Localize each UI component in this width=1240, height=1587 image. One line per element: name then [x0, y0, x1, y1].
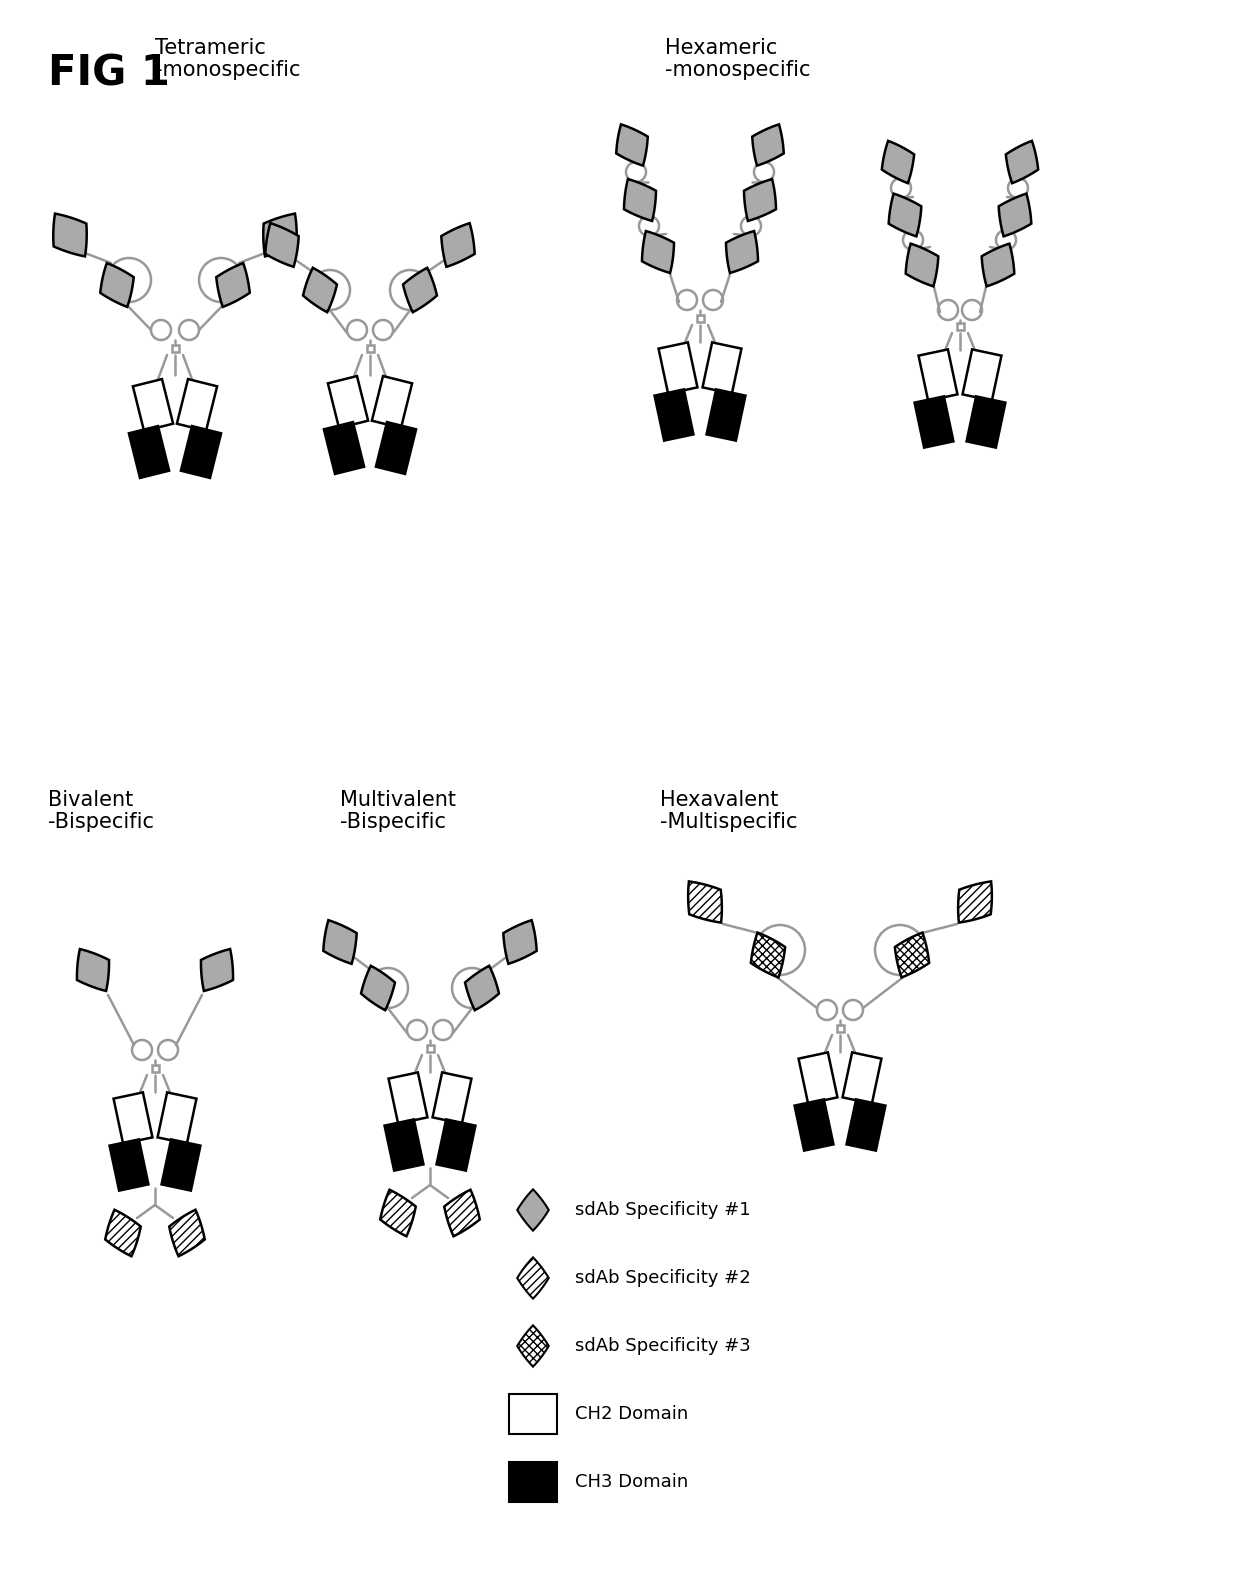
Polygon shape	[129, 425, 169, 478]
Polygon shape	[105, 1209, 141, 1257]
Bar	[151, 1065, 159, 1071]
Polygon shape	[517, 1325, 549, 1366]
Polygon shape	[444, 1190, 480, 1236]
Bar	[367, 344, 373, 351]
Text: CH2 Domain: CH2 Domain	[575, 1404, 688, 1424]
Polygon shape	[441, 224, 475, 267]
Polygon shape	[157, 1092, 196, 1144]
Text: -monospecific: -monospecific	[155, 60, 300, 79]
Polygon shape	[624, 179, 656, 221]
Polygon shape	[161, 1139, 201, 1190]
Polygon shape	[201, 949, 233, 990]
Polygon shape	[1006, 141, 1038, 183]
Polygon shape	[265, 224, 299, 267]
Text: Hexameric: Hexameric	[665, 38, 777, 59]
Bar	[956, 322, 963, 330]
Polygon shape	[842, 1052, 882, 1103]
Polygon shape	[688, 881, 722, 922]
Polygon shape	[361, 966, 396, 1011]
Polygon shape	[324, 920, 357, 963]
Polygon shape	[707, 389, 745, 441]
Polygon shape	[795, 1100, 833, 1151]
Text: -Multispecific: -Multispecific	[660, 813, 797, 832]
Text: -Bispecific: -Bispecific	[340, 813, 446, 832]
Polygon shape	[616, 124, 647, 165]
Polygon shape	[216, 263, 249, 306]
Polygon shape	[109, 1139, 149, 1190]
Polygon shape	[465, 966, 498, 1011]
Text: Hexavalent: Hexavalent	[660, 790, 779, 809]
Polygon shape	[753, 124, 784, 165]
Polygon shape	[889, 194, 921, 236]
Polygon shape	[436, 1119, 475, 1171]
Polygon shape	[181, 425, 221, 478]
Polygon shape	[642, 232, 675, 273]
Text: Tetrameric: Tetrameric	[155, 38, 265, 59]
Polygon shape	[847, 1100, 885, 1151]
Polygon shape	[177, 379, 217, 432]
Text: FIG 1: FIG 1	[48, 52, 170, 94]
Text: -Bispecific: -Bispecific	[48, 813, 154, 832]
Polygon shape	[959, 881, 992, 922]
Bar	[171, 344, 179, 351]
Polygon shape	[751, 933, 785, 978]
Polygon shape	[517, 1189, 549, 1230]
Bar	[697, 314, 703, 322]
Bar	[508, 1393, 557, 1435]
Polygon shape	[388, 1073, 428, 1124]
Polygon shape	[966, 397, 1006, 448]
Text: Bivalent: Bivalent	[48, 790, 133, 809]
Bar	[837, 1025, 843, 1032]
Polygon shape	[882, 141, 914, 183]
Polygon shape	[655, 389, 693, 441]
Polygon shape	[133, 379, 174, 432]
Polygon shape	[53, 214, 87, 257]
Polygon shape	[799, 1052, 837, 1103]
Polygon shape	[703, 343, 742, 394]
Polygon shape	[100, 263, 134, 306]
Polygon shape	[372, 376, 412, 428]
Polygon shape	[982, 244, 1014, 286]
Polygon shape	[658, 343, 697, 394]
Text: sdAb Specificity #3: sdAb Specificity #3	[575, 1336, 750, 1355]
Polygon shape	[915, 397, 954, 448]
Polygon shape	[303, 268, 337, 313]
Text: sdAb Specificity #1: sdAb Specificity #1	[575, 1201, 750, 1219]
Polygon shape	[517, 1257, 549, 1298]
Polygon shape	[403, 268, 436, 313]
Text: Multivalent: Multivalent	[340, 790, 456, 809]
Polygon shape	[263, 214, 296, 257]
Polygon shape	[895, 933, 929, 978]
Polygon shape	[503, 920, 537, 963]
Polygon shape	[433, 1073, 471, 1124]
Polygon shape	[384, 1119, 423, 1171]
Polygon shape	[169, 1209, 205, 1257]
Polygon shape	[919, 349, 957, 400]
Bar	[508, 1462, 557, 1501]
Polygon shape	[725, 232, 758, 273]
Bar	[427, 1044, 434, 1052]
Polygon shape	[77, 949, 109, 990]
Polygon shape	[114, 1092, 153, 1144]
Text: -monospecific: -monospecific	[665, 60, 811, 79]
Polygon shape	[744, 179, 776, 221]
Text: CH3 Domain: CH3 Domain	[575, 1473, 688, 1492]
Polygon shape	[905, 244, 939, 286]
Polygon shape	[998, 194, 1032, 236]
Polygon shape	[324, 422, 365, 475]
Polygon shape	[381, 1190, 415, 1236]
Polygon shape	[376, 422, 417, 475]
Polygon shape	[962, 349, 1002, 400]
Text: sdAb Specificity #2: sdAb Specificity #2	[575, 1270, 750, 1287]
Polygon shape	[327, 376, 368, 428]
